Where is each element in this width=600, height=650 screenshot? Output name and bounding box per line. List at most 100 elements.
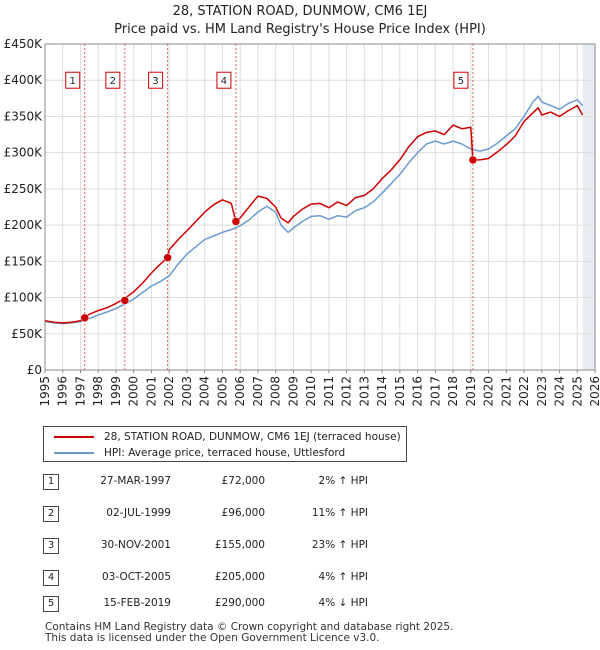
x-tick-label: 1998 <box>91 376 105 407</box>
sale-label-box <box>65 71 81 89</box>
x-tick-label: 2003 <box>180 376 194 407</box>
series-line-property <box>44 104 584 324</box>
sale-number-badge: 5 <box>43 596 59 612</box>
x-tick-label: 2013 <box>357 376 371 407</box>
x-tick-label: 2023 <box>535 376 549 407</box>
y-tick-label: £100K <box>4 291 44 305</box>
series-line-hpi <box>44 95 584 325</box>
y-tick-label: £250K <box>4 182 44 196</box>
footer-line-licence: This data is licensed under the Open Gov… <box>45 632 380 644</box>
sale-price: £155,000 <box>214 539 265 551</box>
x-tick-label: 2015 <box>393 376 407 407</box>
sale-row: 5 15-FEB-2019 £290,000 4% ↓ HPI <box>43 596 403 616</box>
x-tick-label: 2022 <box>517 376 531 407</box>
x-tick-label: 2026 <box>588 376 600 407</box>
y-tick-label: £300K <box>4 146 44 160</box>
legend-item-hpi: HPI: Average price, terraced house, Uttl… <box>54 445 345 461</box>
legend-label-hpi: HPI: Average price, terraced house, Uttl… <box>104 447 346 459</box>
x-tick-label: 2000 <box>127 376 141 407</box>
footer-line-copyright: Contains HM Land Registry data © Crown c… <box>45 621 454 633</box>
sale-label-box <box>216 71 232 89</box>
sale-point <box>468 155 478 165</box>
x-tick-label: 2017 <box>428 376 442 407</box>
x-tick-label: 1999 <box>109 376 123 407</box>
x-tick-label: 2021 <box>499 376 513 407</box>
y-tick-label: £400K <box>4 73 44 87</box>
price-chart: £0 £50K £100K £150K £200K £250K £300K £350K £400… <box>4 37 600 407</box>
y-tick-label: £0 <box>27 363 42 377</box>
sale-price: £205,000 <box>214 571 265 583</box>
sale-point <box>80 313 89 323</box>
sale-row: 4 03-OCT-2005 £205,000 4% ↑ HPI <box>43 570 403 590</box>
x-tick-label: 2006 <box>233 376 247 407</box>
x-tick-label: 2012 <box>340 376 354 407</box>
legend-swatch-property <box>54 436 94 438</box>
x-tick-label: 2020 <box>482 376 496 407</box>
x-tick-label: 2009 <box>286 376 300 407</box>
y-tick-label: £150K <box>4 254 44 268</box>
sale-date: 30-NOV-2001 <box>100 539 171 551</box>
sale-number-badge: 2 <box>43 506 59 522</box>
sale-row: 2 02-JUL-1999 £96,000 11% ↑ HPI <box>43 506 403 526</box>
x-tick-label: 2014 <box>375 376 389 407</box>
sale-date: 03-OCT-2005 <box>102 571 171 583</box>
x-tick-label: 2001 <box>144 376 158 407</box>
chart-legend: 28, STATION ROAD, DUNMOW, CM6 1EJ (terra… <box>43 426 407 462</box>
sale-label-number: 4 <box>221 76 227 87</box>
sale-hpi-change: 4% ↑ HPI <box>318 571 368 583</box>
legend-swatch-hpi <box>54 452 94 454</box>
y-tick-label: £350K <box>4 109 44 123</box>
sale-label-box <box>148 71 164 89</box>
x-tick-label: 1995 <box>38 376 52 407</box>
chart-subtitle: Price paid vs. HM Land Registry's House … <box>114 22 486 37</box>
sale-number-badge: 1 <box>43 474 59 490</box>
x-tick-label: 2016 <box>411 376 425 407</box>
y-tick-label: £50K <box>11 327 43 341</box>
chart-title: 28, STATION ROAD, DUNMOW, CM6 1EJ <box>172 4 428 19</box>
x-tick-label: 1997 <box>73 376 87 407</box>
sale-point <box>163 253 172 262</box>
sale-label-number: 2 <box>110 76 116 87</box>
y-tick-label: £200K <box>4 218 44 232</box>
forecast-band <box>582 44 595 370</box>
sale-hpi-change: 23% ↑ HPI <box>311 539 368 551</box>
plot-frame <box>44 43 596 371</box>
legend-label-property: 28, STATION ROAD, DUNMOW, CM6 1EJ (terra… <box>104 431 401 443</box>
x-tick-label: 2019 <box>464 376 478 407</box>
footer-attribution: Contains HM Land Registry data © Crown c… <box>45 622 453 644</box>
x-tick-label: 2004 <box>198 376 212 407</box>
x-tick-label: 2018 <box>446 376 460 407</box>
x-tick-label: 1996 <box>56 376 70 407</box>
x-tick-label: 2008 <box>269 376 283 407</box>
sale-number-badge: 3 <box>43 538 59 554</box>
sale-hpi-change: 11% ↑ HPI <box>311 507 368 519</box>
sale-row: 3 30-NOV-2001 £155,000 23% ↑ HPI <box>43 538 403 558</box>
sale-hpi-change: 4% ↓ HPI <box>318 597 368 609</box>
x-tick-label: 2005 <box>215 376 229 407</box>
sale-date: 02-JUL-1999 <box>106 507 171 519</box>
sale-number-badge: 4 <box>43 570 59 586</box>
sale-hpi-change: 2% ↑ HPI <box>318 475 368 487</box>
x-tick-label: 2010 <box>304 376 318 407</box>
sale-label-number: 5 <box>458 76 464 87</box>
x-tick-label: 2025 <box>570 376 584 407</box>
x-tick-label: 2024 <box>553 376 567 407</box>
sale-date: 15-FEB-2019 <box>103 597 171 609</box>
sale-price: £96,000 <box>221 507 265 519</box>
sale-point <box>120 296 130 305</box>
x-tick-label: 2011 <box>322 376 336 407</box>
x-tick-label: 2007 <box>251 376 265 407</box>
sale-label-box <box>105 71 121 89</box>
sale-label-number: 3 <box>152 76 158 87</box>
legend-item-property: 28, STATION ROAD, DUNMOW, CM6 1EJ (terra… <box>54 429 401 445</box>
sale-date: 27-MAR-1997 <box>100 475 171 487</box>
sale-label-number: 1 <box>70 76 76 87</box>
sale-price: £290,000 <box>214 597 265 609</box>
sale-row: 1 27-MAR-1997 £72,000 2% ↑ HPI <box>43 474 403 494</box>
sale-point <box>231 217 241 226</box>
sale-label-box <box>453 71 469 89</box>
sale-price: £72,000 <box>221 475 265 487</box>
x-tick-label: 2002 <box>162 376 176 407</box>
y-tick-label: £450K <box>4 37 44 51</box>
plot-area <box>45 44 595 370</box>
